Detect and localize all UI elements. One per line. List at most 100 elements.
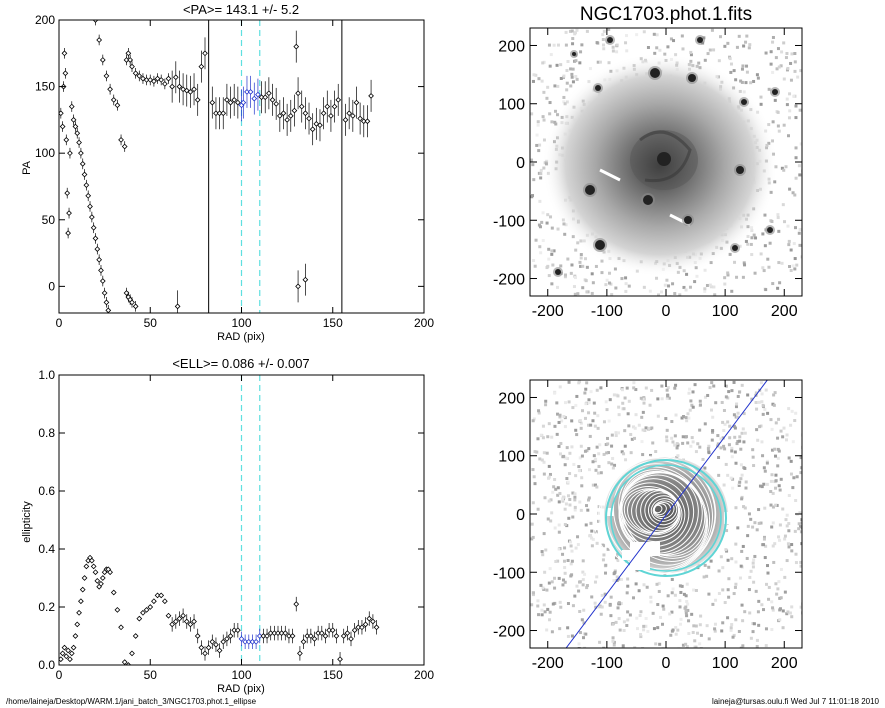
y-tick-label: 100 — [498, 97, 525, 114]
data-point — [110, 589, 117, 596]
data-point — [81, 171, 88, 178]
data-point — [187, 89, 194, 95]
data-point — [331, 103, 338, 110]
data-point — [224, 97, 230, 103]
ell-ylabel: ellipticity — [21, 501, 33, 543]
x-tick-label: 200 — [771, 655, 798, 672]
data-point — [87, 203, 93, 210]
data-point — [127, 57, 134, 63]
data-point — [234, 99, 241, 106]
data-point — [271, 630, 278, 636]
data-point — [176, 83, 183, 90]
galaxy-image-axes: -200 -100 0 100 200 -200 -100 0 100 200 — [493, 28, 802, 320]
x-tick-label: -100 — [591, 655, 623, 672]
fit-ellipse-inner — [610, 464, 722, 572]
data-point — [140, 75, 146, 82]
x-tick-label: 100 — [712, 655, 739, 672]
ell-xlabel: RAD (pix) — [217, 683, 265, 695]
y-tick-label: -100 — [493, 565, 525, 582]
data-point — [234, 627, 241, 634]
data-point — [68, 650, 75, 657]
data-point — [76, 139, 82, 146]
data-point — [205, 644, 212, 651]
y-tick-label: 100 — [35, 146, 55, 160]
data-point — [121, 143, 128, 150]
data-point — [293, 601, 300, 607]
data-point — [94, 246, 101, 252]
data-point — [65, 647, 71, 654]
data-point — [191, 86, 197, 93]
data-point — [198, 63, 205, 70]
isophote-image-panel: -200 -100 0 100 200 -200 -100 0 100 200 — [493, 379, 803, 672]
y-tick-label: 0.8 — [38, 426, 55, 440]
data-point — [169, 621, 176, 628]
data-point — [209, 638, 216, 645]
data-point — [94, 578, 101, 584]
y-tick-label: 200 — [35, 13, 55, 27]
data-point — [66, 210, 72, 216]
data-point — [92, 569, 99, 576]
data-point — [64, 190, 71, 197]
galaxy-image-area — [530, 28, 802, 296]
y-tick-label: 1.0 — [38, 368, 55, 382]
data-point — [136, 73, 143, 79]
data-point — [287, 113, 294, 119]
data-point — [88, 214, 95, 220]
data-point — [158, 77, 165, 83]
data-point — [255, 91, 261, 98]
data-point — [295, 283, 301, 290]
x-tick-label: 50 — [144, 316, 158, 330]
y-tick-label: 0 — [516, 155, 525, 172]
data-point — [302, 110, 309, 117]
data-point — [309, 126, 316, 133]
data-point — [118, 136, 124, 143]
isophote-image-area — [530, 380, 802, 648]
data-point — [262, 94, 269, 101]
data-point — [359, 624, 365, 631]
y-tick-label: 50 — [42, 213, 56, 227]
data-point — [151, 598, 157, 605]
data-point — [61, 644, 68, 651]
data-point — [90, 563, 97, 570]
data-point — [260, 633, 267, 639]
data-point — [165, 75, 172, 82]
data-point — [79, 586, 86, 593]
isophote-contour — [621, 486, 683, 538]
data-point — [67, 656, 73, 663]
data-point — [231, 627, 238, 634]
x-tick-label: 200 — [414, 668, 434, 682]
x-tick-label: 100 — [712, 303, 739, 320]
data-point — [297, 650, 303, 657]
data-point — [191, 618, 197, 625]
data-point — [198, 644, 205, 651]
y-tick-label: 150 — [35, 80, 55, 94]
data-point — [251, 95, 258, 102]
data-point — [174, 303, 181, 310]
data-point — [304, 633, 311, 639]
data-point — [70, 644, 77, 651]
data-point — [176, 615, 183, 622]
data-point — [366, 615, 373, 622]
data-point — [370, 618, 376, 625]
data-point — [76, 609, 82, 616]
data-point — [96, 37, 103, 43]
data-point — [280, 110, 287, 117]
data-point — [129, 63, 135, 70]
x-tick-label: -200 — [532, 655, 564, 672]
data-point — [313, 121, 320, 127]
data-point — [278, 630, 285, 636]
ell-panel-title: <ELL>= 0.086 +/- 0.007 — [172, 356, 309, 371]
data-point — [286, 633, 292, 639]
data-point — [136, 615, 143, 622]
data-point — [240, 99, 247, 106]
data-point — [273, 101, 280, 107]
data-point — [306, 115, 312, 122]
data-point — [187, 621, 194, 628]
data-point — [132, 633, 139, 639]
data-point — [348, 636, 354, 642]
data-point — [105, 307, 112, 313]
data-point — [140, 609, 146, 616]
data-point — [213, 641, 219, 648]
y-tick-label: 0.6 — [38, 484, 55, 498]
